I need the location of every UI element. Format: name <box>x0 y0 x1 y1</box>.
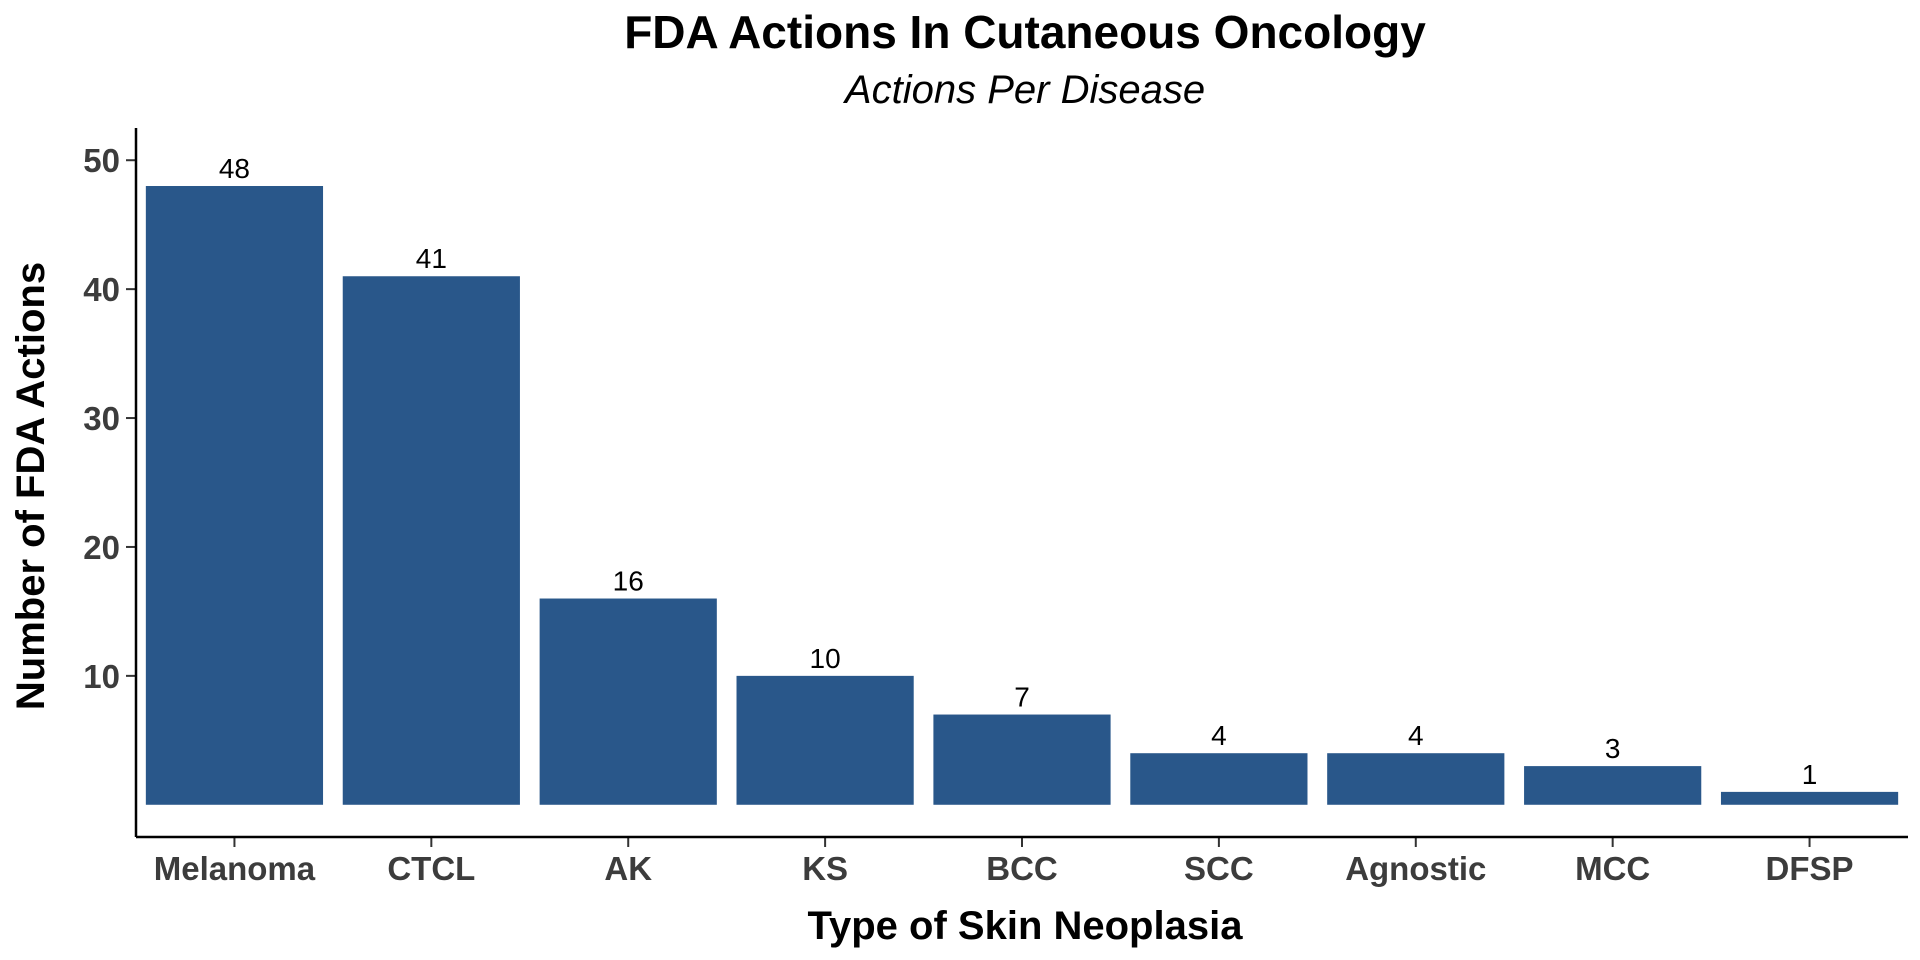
data-label: 41 <box>416 243 447 274</box>
x-tick-label: BCC <box>986 850 1058 887</box>
bar-scc <box>1130 753 1308 805</box>
bar-dfsp <box>1720 791 1899 805</box>
x-tick-label: CTCL <box>387 850 475 887</box>
x-axis-title: Type of Skin Neoplasia <box>808 904 1244 948</box>
chart-title: FDA Actions In Cutaneous Oncology <box>624 6 1426 58</box>
x-tick-label: SCC <box>1184 850 1254 887</box>
bar-ks <box>736 675 914 805</box>
y-tick-label: 10 <box>83 658 120 695</box>
data-label: 1 <box>1802 759 1818 790</box>
data-label: 7 <box>1014 682 1030 713</box>
x-tick-label: KS <box>802 850 848 887</box>
plot-area: 48 Melanoma 41 CTCL 16 AK 10 KS 7 BCC 4 SCC 4 Agnosti… <box>83 128 1908 887</box>
y-tick-label: 50 <box>83 142 120 179</box>
x-tick-label: DFSP <box>1766 850 1854 887</box>
bar-melanoma <box>145 186 324 805</box>
x-tick-label: AK <box>604 850 652 887</box>
bar-ak <box>539 598 717 805</box>
y-axis-title: Number of FDA Actions <box>9 262 53 710</box>
y-tick-label: 20 <box>83 529 120 566</box>
chart-subtitle: Actions Per Disease <box>843 68 1205 112</box>
data-label: 16 <box>613 566 644 597</box>
x-tick-label: MCC <box>1575 850 1650 887</box>
bar-mcc <box>1524 766 1702 805</box>
y-tick-label: 30 <box>83 400 120 437</box>
x-tick-label: Melanoma <box>154 850 316 887</box>
x-tick-label: Agnostic <box>1345 850 1486 887</box>
data-label: 4 <box>1211 720 1227 751</box>
bar-ctcl <box>342 276 520 805</box>
bar-bcc <box>933 714 1111 805</box>
data-label: 10 <box>810 643 841 674</box>
data-label: 4 <box>1408 720 1424 751</box>
data-label: 48 <box>219 153 250 184</box>
data-label: 3 <box>1605 733 1621 764</box>
y-tick-label: 40 <box>83 271 120 308</box>
bar-agnostic <box>1327 753 1505 805</box>
